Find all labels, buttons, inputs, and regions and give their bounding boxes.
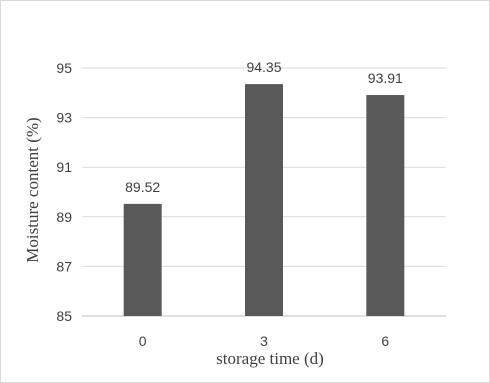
bar-3 [245, 84, 283, 317]
y-tick-label: 85 [56, 308, 72, 324]
y-tick-label: 87 [56, 258, 72, 274]
data-labels: 89.52 94.35 93.91 [125, 59, 403, 195]
x-tick-labels: 0 3 6 [139, 333, 390, 349]
bars [123, 84, 405, 317]
x-tick-label-0: 0 [139, 333, 147, 349]
bar-6 [366, 95, 405, 316]
y-tick-label: 95 [56, 60, 72, 76]
data-label-3: 94.35 [246, 59, 281, 75]
data-label-6: 93.91 [368, 70, 403, 86]
bar-0 [123, 203, 162, 316]
x-tick-label-6: 6 [381, 333, 389, 349]
y-axis-title: Moisture content (%) [23, 117, 42, 262]
y-tick-labels: 85 87 89 91 93 95 [56, 60, 72, 324]
data-label-0: 89.52 [125, 179, 160, 195]
x-tick-label-3: 3 [260, 333, 268, 349]
x-axis-title: storage time (d) [216, 349, 324, 368]
y-tick-label: 91 [56, 159, 72, 175]
y-tick-label: 89 [56, 209, 72, 225]
y-tick-label: 93 [56, 110, 72, 126]
